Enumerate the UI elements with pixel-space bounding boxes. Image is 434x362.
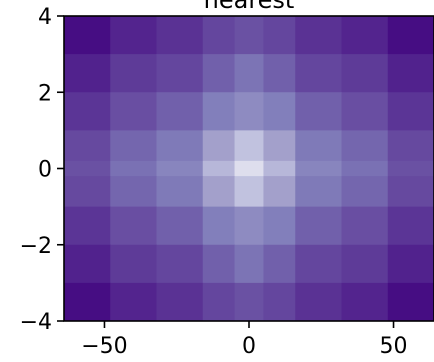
heatmap-cell: [263, 206, 296, 246]
heatmap-cell: [341, 92, 389, 131]
heatmap-cell: [64, 282, 111, 322]
heatmap-cell: [234, 206, 264, 246]
y-tick-label: 0: [38, 158, 52, 183]
heatmap-cell: [64, 244, 111, 284]
heatmap-cell: [202, 282, 236, 322]
heatmap-cell: [341, 130, 389, 162]
heatmap-cell: [110, 16, 157, 55]
x-axis: −50 0 50: [81, 321, 408, 359]
heatmap-cell: [202, 176, 236, 208]
heatmap-cell: [295, 16, 342, 55]
heatmap-cell: [234, 16, 264, 55]
heatmap-cell: [295, 160, 342, 177]
heatmap-cell: [263, 92, 296, 131]
heatmap-cell: [64, 54, 111, 93]
heatmap-cell: [263, 244, 296, 284]
heatmap-cell: [387, 244, 434, 284]
x-tick-label: −50: [81, 334, 127, 359]
heatmap-cell: [156, 92, 204, 131]
y-tick-label: 2: [38, 81, 52, 106]
x-tick-label: 50: [380, 334, 408, 359]
heatmap-cell: [263, 130, 296, 162]
heatmap-cell: [234, 160, 264, 177]
heatmap-cell: [295, 130, 342, 162]
heatmap-cell: [64, 16, 111, 55]
heatmap-cell: [64, 206, 111, 246]
heatmap-cell: [341, 176, 389, 208]
heatmap-cell: [263, 160, 296, 177]
heatmap-cell: [341, 16, 389, 55]
chart-title: nearest: [204, 0, 295, 14]
heatmap-cell: [110, 176, 157, 208]
heatmap-cell: [156, 160, 204, 177]
heatmap-cell: [341, 206, 389, 246]
heatmap-cell: [341, 54, 389, 93]
heatmap-cell: [295, 282, 342, 322]
heatmap-cell: [110, 130, 157, 162]
heatmap-cell: [156, 16, 204, 55]
heatmap-cell: [202, 54, 236, 93]
heatmap-cell: [110, 244, 157, 284]
x-tick-label: 0: [242, 334, 256, 359]
heatmap-cell: [156, 282, 204, 322]
heatmap-cell: [341, 160, 389, 177]
heatmap-cell: [234, 54, 264, 93]
heatmap-cell: [295, 244, 342, 284]
heatmap-cells: [64, 16, 434, 322]
heatmap-cell: [156, 206, 204, 246]
heatmap-cell: [234, 282, 264, 322]
heatmap-cell: [387, 160, 434, 177]
heatmap-cell: [64, 92, 111, 131]
heatmap-cell: [295, 92, 342, 131]
heatmap-cell: [234, 176, 264, 208]
y-tick-label: −4: [20, 310, 52, 335]
heatmap-cell: [110, 206, 157, 246]
heatmap-cell: [64, 176, 111, 208]
heatmap-cell: [202, 92, 236, 131]
heatmap-cell: [263, 176, 296, 208]
heatmap-cell: [156, 244, 204, 284]
heatmap-cell: [156, 176, 204, 208]
heatmap-cell: [387, 16, 434, 55]
heatmap-cell: [263, 16, 296, 55]
heatmap-cell: [156, 130, 204, 162]
heatmap-cell: [295, 206, 342, 246]
heatmap-cell: [387, 176, 434, 208]
heatmap-cell: [387, 54, 434, 93]
heatmap-cell: [202, 160, 236, 177]
heatmap-cell: [387, 206, 434, 246]
heatmap-cell: [202, 206, 236, 246]
heatmap-cell: [387, 130, 434, 162]
heatmap-cell: [110, 160, 157, 177]
heatmap-cell: [234, 130, 264, 162]
heatmap-cell: [156, 54, 204, 93]
heatmap-cell: [234, 92, 264, 131]
heatmap-cell: [110, 282, 157, 322]
heatmap-cell: [110, 92, 157, 131]
heatmap-cell: [64, 130, 111, 162]
heatmap-cell: [387, 92, 434, 131]
heatmap-cell: [295, 54, 342, 93]
y-tick-label: 4: [38, 5, 52, 30]
y-tick-label: −2: [20, 234, 52, 259]
heatmap-cell: [341, 244, 389, 284]
heatmap-cell: [387, 282, 434, 322]
heatmap-cell: [295, 176, 342, 208]
heatmap-cell: [202, 130, 236, 162]
heatmap-cell: [202, 16, 236, 55]
heatmap-cell: [202, 244, 236, 284]
heatmap-cell: [64, 160, 111, 177]
heatmap-cell: [110, 54, 157, 93]
heatmap-cell: [263, 282, 296, 322]
y-axis: 4 2 0 −2 −4: [20, 5, 64, 335]
heatmap-cell: [234, 244, 264, 284]
heatmap-cell: [341, 282, 389, 322]
heatmap-cell: [263, 54, 296, 93]
